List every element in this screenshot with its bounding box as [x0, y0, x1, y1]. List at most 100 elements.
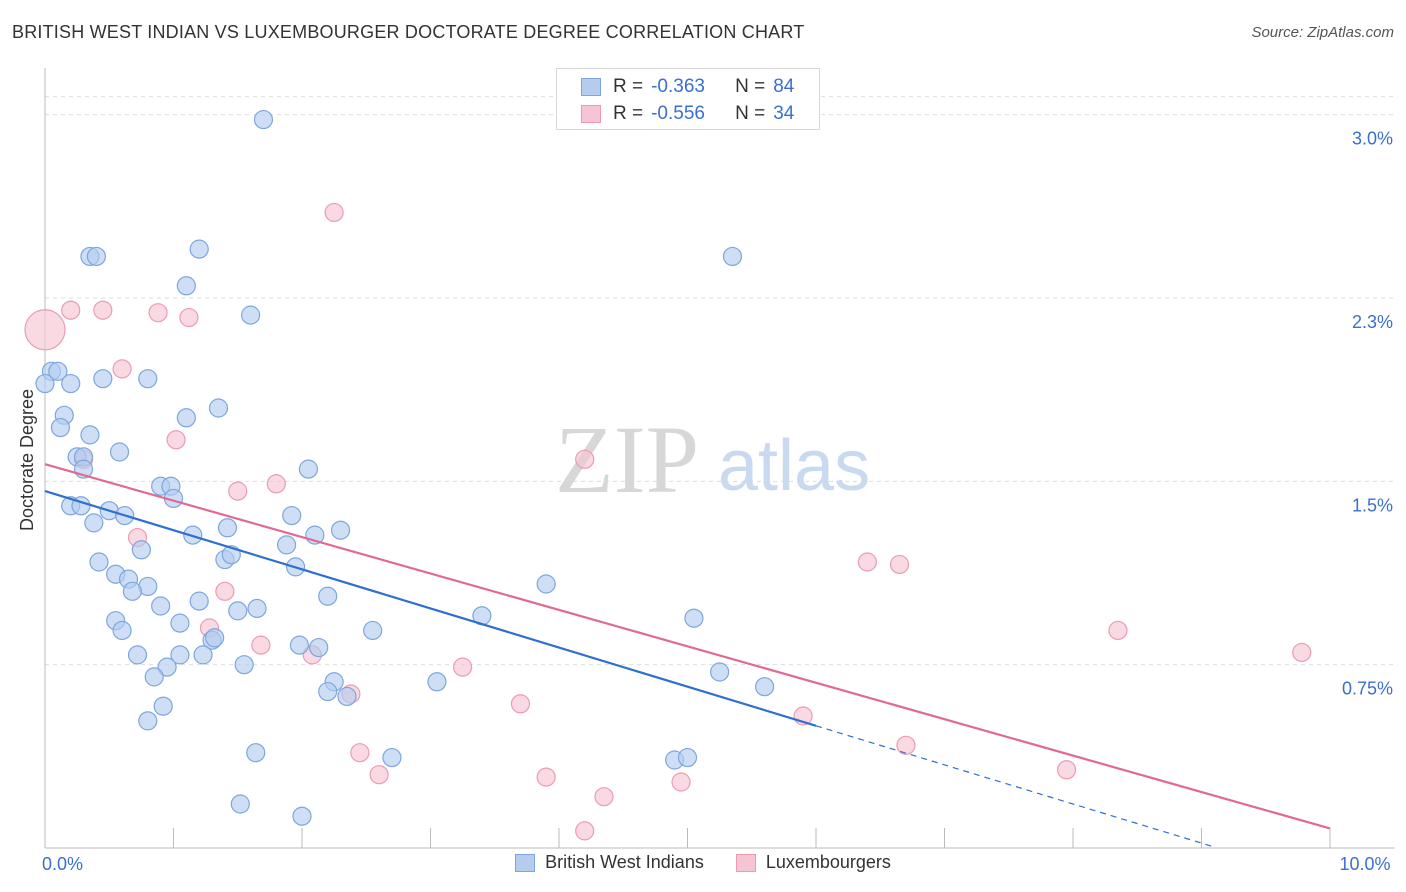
british-west-indians-point [337, 686, 357, 707]
luxembourgers-point [1056, 760, 1077, 780]
british-west-indians-point [330, 520, 351, 540]
british-west-indians-point [61, 373, 81, 394]
trend-lines [44, 463, 1331, 848]
british-west-indians-point [189, 591, 209, 611]
british-west-indians-point [217, 518, 238, 538]
luxembourgers-point [266, 474, 286, 494]
legend-r-label: R = [613, 103, 644, 124]
british-west-indians-point [189, 239, 209, 259]
legend-row-british-west-indians: R = -0.363 N = 84 [581, 75, 794, 99]
british-west-indians-point [382, 747, 402, 768]
x-tick-label: 10.0% [1339, 854, 1390, 874]
chart-title: BRITISH WEST INDIAN VS LUXEMBOURGER DOCT… [12, 22, 805, 42]
series-label: British West Indians [545, 852, 704, 872]
british-west-indians-point [48, 361, 68, 381]
british-west-indians-point [84, 513, 104, 533]
british-west-indians-point [35, 373, 55, 394]
luxembourgers-point [112, 359, 132, 379]
british-west-indians-point [109, 442, 130, 462]
luxembourgers-point [594, 787, 614, 807]
british-west-indians-point [754, 677, 775, 697]
british-west-indians-point [80, 425, 100, 445]
british-west-indians-point [276, 535, 297, 555]
british-west-indians-point [208, 398, 229, 418]
luxembourgers-point [93, 300, 113, 320]
british-west-indians-point [170, 645, 190, 665]
y-axis-label: Doctorate Degree [17, 389, 37, 531]
luxembourgers-point [453, 657, 473, 677]
british-west-indians-point [151, 596, 171, 616]
luxembourgers-point [179, 307, 199, 328]
legend-n-value: 84 [773, 76, 795, 97]
series-legend-british-west-indians: British West Indians [515, 852, 704, 873]
british-west-indians-point [205, 628, 225, 648]
british-west-indians-point [138, 711, 158, 731]
british-west-indians-point [230, 794, 250, 814]
luxembourgers-point [857, 552, 878, 572]
luxembourgers-point [369, 765, 389, 785]
luxembourgers-point [166, 430, 186, 450]
luxembourgers-point [251, 635, 271, 655]
british-west-indians-point [247, 598, 267, 619]
y-tick-label: 2.3% [1352, 312, 1393, 332]
british-west-indians-point [282, 505, 302, 526]
x-tick-label: 0.0% [42, 854, 83, 874]
legend-r-label: R = [613, 76, 644, 97]
legend-n-value: 34 [773, 103, 795, 124]
british-west-indians-point [536, 574, 556, 594]
british-west-indians-point [292, 806, 312, 826]
british-west-indians-point [144, 667, 164, 687]
british-west-indians-point [253, 109, 274, 130]
source-label: Source: ZipAtlas.com [1251, 24, 1394, 41]
british-west-indians-point [309, 637, 329, 658]
british-west-indians-point [153, 696, 173, 716]
british-west-indians-point [193, 645, 213, 665]
luxembourgers-point [575, 449, 595, 469]
british-west-indians-point [89, 552, 109, 572]
legend-r-value: -0.556 [651, 103, 705, 124]
luxembourgers-point [148, 303, 168, 323]
british-west-indians-point [710, 662, 730, 682]
british-west-indians-point [318, 586, 338, 606]
legend-n-label: N = [735, 103, 766, 124]
british-west-indians-point [722, 246, 743, 267]
y-tick-label: 0.75% [1342, 679, 1393, 699]
correlation-legend: R = -0.363 N = 84 R = -0.556 N = 34 [556, 68, 820, 130]
luxembourgers-point [228, 481, 248, 501]
luxembourgers-points [24, 202, 1312, 841]
luxembourgers-point [510, 694, 531, 714]
british-west-indians-point [677, 747, 698, 768]
legend-n-label: N = [735, 76, 766, 97]
series-swatch-pink [735, 853, 756, 872]
british-west-indians-point [112, 620, 132, 641]
luxembourgers-point [215, 581, 235, 601]
british-west-indians-point [427, 672, 447, 692]
british-west-indians-point [684, 608, 704, 628]
british-west-indians-point [50, 417, 71, 438]
axis-layer: 0.75% 1.5% 2.3% 3.0% 0.0% 10.0% [42, 68, 1395, 874]
luxembourgers-point [896, 735, 916, 755]
british-west-indians-point [93, 369, 113, 389]
grid-layer [45, 96, 1395, 666]
luxembourgers-point [889, 554, 910, 575]
british-west-indians-point [241, 305, 261, 325]
british-west-indians-point [289, 635, 310, 655]
luxembourgers-point [350, 743, 370, 763]
series-legend-luxembourgers: Luxembourgers [735, 852, 891, 873]
luxembourgers-point [1292, 642, 1312, 663]
luxembourgers-point [24, 309, 66, 351]
british-west-indians-point [363, 620, 383, 641]
british-west-indians-point [138, 369, 158, 389]
british-west-indians-point [131, 540, 151, 560]
british-west-indians-point [127, 645, 148, 665]
luxembourgers-point [575, 821, 595, 841]
watermark: ZIP atlas [555, 406, 870, 513]
british-west-indians-point [228, 601, 248, 621]
british-west-indians-point [122, 581, 142, 601]
legend-row-luxembourgers: R = -0.556 N = 34 [581, 102, 794, 126]
y-tick-label: 3.0% [1352, 129, 1393, 149]
british-west-indians-point [176, 408, 196, 428]
british-west-indians-point [246, 743, 266, 763]
luxembourgers-point [324, 202, 344, 223]
